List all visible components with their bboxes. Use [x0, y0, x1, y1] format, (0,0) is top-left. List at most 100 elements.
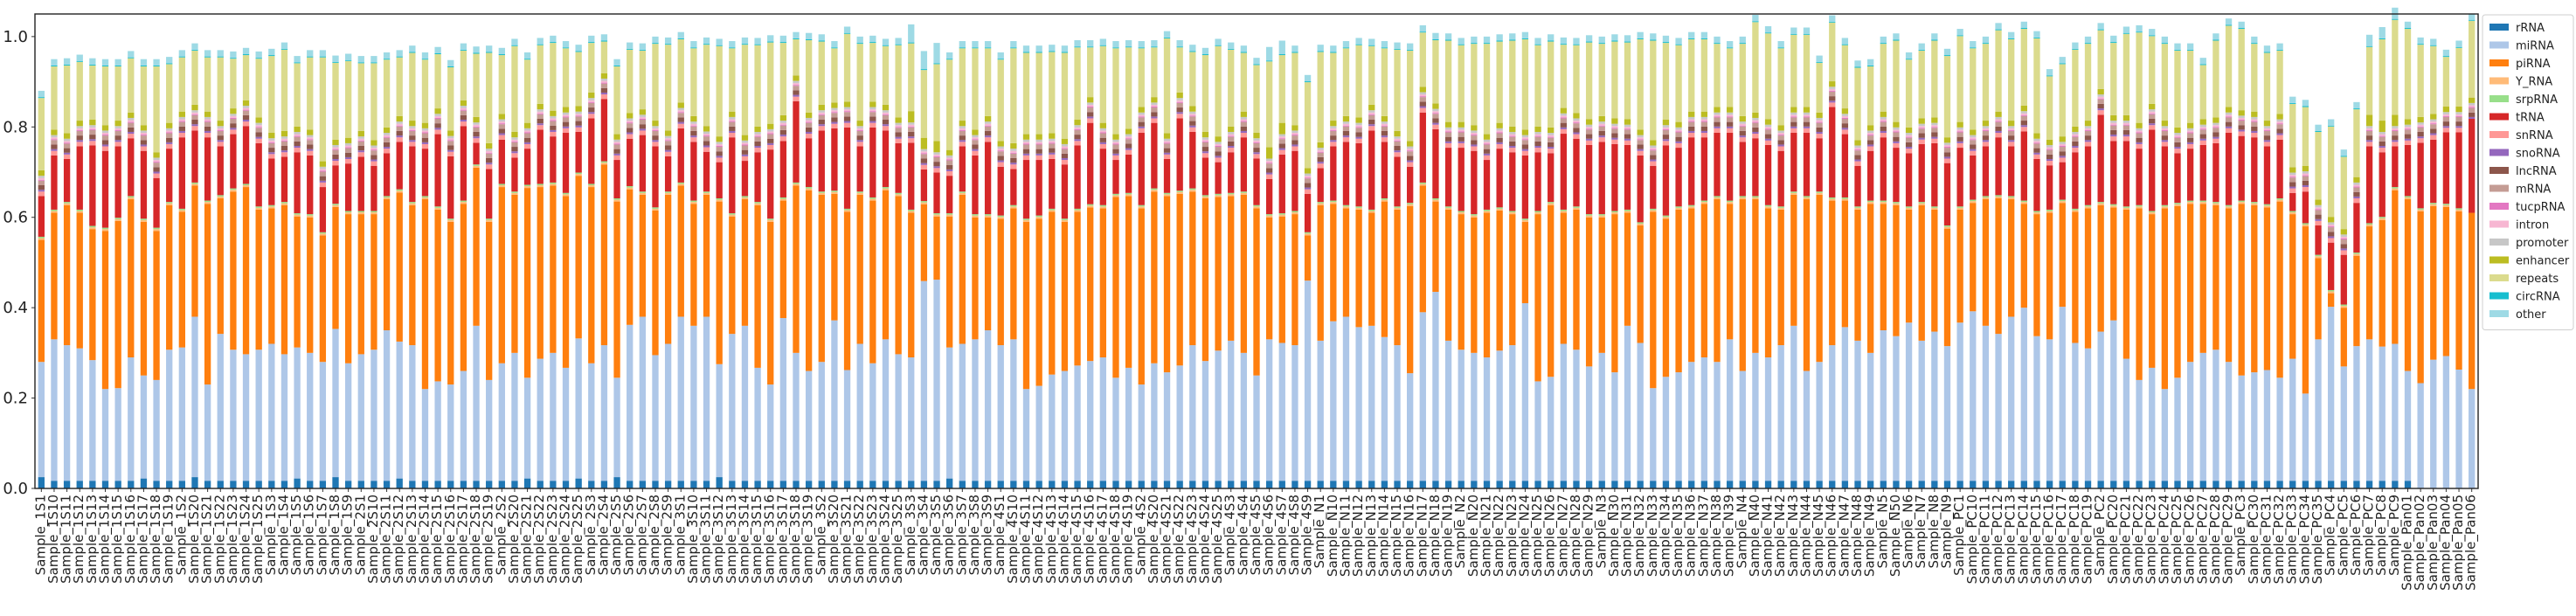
bar-segment-snoRNA: [2020, 125, 2027, 128]
bar-segment-intron: [204, 119, 211, 121]
bar-segment-snoRNA: [357, 150, 364, 153]
bar-segment-repeats: [1240, 52, 1248, 112]
bar-segment-tRNA: [2136, 149, 2143, 205]
bar-segment-rRNA: [486, 481, 493, 488]
bar-segment-srpRNA: [754, 202, 761, 204]
bar-segment-repeats: [319, 57, 327, 162]
bar-segment-other: [1548, 34, 1555, 41]
bar-segment-srpRNA: [1368, 209, 1375, 211]
bar-segment-mRNA: [1074, 129, 1081, 135]
x-tick-label: Sample_4S14: [1056, 495, 1072, 584]
bar-segment-tucpRNA: [2199, 128, 2206, 130]
bar-segment-snRNA: [1970, 150, 1977, 156]
bar-segment-piRNA: [2353, 255, 2360, 347]
bar-segment-snRNA: [1471, 146, 1478, 151]
bar-segment-rRNA: [1496, 481, 1503, 488]
bar-segment-repeats: [332, 62, 339, 140]
bar-segment-piRNA: [946, 216, 953, 348]
bar-segment-circRNA: [1151, 46, 1158, 48]
bar-stack: [344, 53, 352, 488]
bar-segment-lncRNA: [1330, 135, 1337, 141]
bar-segment-repeats: [869, 43, 876, 102]
bar-segment-other: [1394, 42, 1401, 49]
bar-segment-tRNA: [421, 149, 429, 197]
bar-segment-rRNA: [1880, 481, 1887, 488]
bar-segment-promoter: [140, 130, 148, 134]
bar-segment-snRNA: [627, 134, 634, 139]
bar-segment-repeats: [307, 57, 314, 130]
bar-segment-other: [818, 34, 825, 41]
bar-segment-tRNA: [153, 177, 160, 228]
bar-segment-mRNA: [677, 113, 684, 118]
bar-segment-piRNA: [639, 194, 646, 317]
bar-segment-miRNA: [114, 388, 121, 481]
bar-segment-rRNA: [2263, 481, 2271, 488]
bar-stack: [2442, 49, 2450, 488]
bar-segment-repeats: [2174, 50, 2181, 128]
bar-segment-intron: [2455, 114, 2462, 116]
bar-segment-repeats: [1125, 47, 1132, 129]
bar-stack: [242, 47, 250, 488]
bar-segment-mRNA: [1215, 147, 1222, 152]
bar-segment-enhancer: [1304, 168, 1312, 174]
bar-segment-circRNA: [972, 47, 979, 49]
bar-segment-Y_RNA: [2238, 202, 2245, 204]
y-tick-label: 0.0: [3, 480, 28, 498]
bar-segment-repeats: [805, 39, 813, 113]
bar-segment-srpRNA: [1419, 182, 1426, 184]
bar-segment-miRNA: [677, 316, 684, 481]
bar-segment-miRNA: [1381, 336, 1388, 481]
bar-segment-enhancer: [690, 115, 697, 122]
bar-segment-promoter: [793, 80, 800, 84]
bar-segment-tRNA: [1278, 154, 1285, 214]
bar-segment-snoRNA: [1125, 148, 1132, 150]
bar-segment-piRNA: [140, 221, 148, 376]
x-tick-label: Sample_3S13: [724, 495, 740, 584]
bar-segment-piRNA: [2404, 199, 2412, 371]
bar-segment-srpRNA: [716, 197, 723, 200]
bar-segment-tRNA: [933, 172, 940, 214]
bar-segment-enhancer: [1816, 112, 1823, 118]
bar-segment-piRNA: [1611, 214, 1618, 373]
bar-segment-rRNA: [1726, 481, 1734, 488]
bar-segment-snoRNA: [2340, 248, 2347, 251]
bar-segment-piRNA: [51, 212, 58, 340]
bar-segment-repeats: [153, 66, 160, 153]
bar-segment-circRNA: [89, 64, 96, 66]
bar-segment-snoRNA: [1534, 146, 1541, 149]
bar-segment-snRNA: [204, 133, 211, 138]
bar-segment-Y_RNA: [1458, 212, 1465, 215]
bar-segment-tRNA: [1560, 134, 1567, 210]
bar-segment-other: [191, 43, 198, 50]
bar-segment-piRNA: [2263, 207, 2271, 370]
bar-segment-circRNA: [128, 57, 135, 59]
bar-segment-srpRNA: [63, 202, 71, 204]
bar-segment-intron: [664, 138, 672, 141]
bar-segment-tucpRNA: [703, 135, 710, 137]
bar-segment-Y_RNA: [2046, 211, 2053, 213]
bar-segment-intron: [793, 83, 800, 86]
bar-segment-tucpRNA: [639, 118, 646, 121]
bar-segment-lncRNA: [114, 135, 121, 141]
bar-segment-tucpRNA: [2046, 149, 2053, 150]
bar-segment-miRNA: [1637, 343, 1644, 481]
bar-stack: [818, 34, 825, 488]
bar-segment-other: [779, 35, 787, 43]
bar-segment-mRNA: [1022, 144, 1030, 149]
bar-segment-lncRNA: [370, 155, 377, 160]
bar-segment-Y_RNA: [1112, 195, 1119, 197]
bar-segment-circRNA: [2430, 45, 2437, 46]
bar-segment-promoter: [2161, 126, 2169, 128]
bar-segment-circRNA: [268, 55, 275, 57]
bar-segment-Y_RNA: [1803, 197, 1811, 200]
bar-segment-mRNA: [1317, 152, 1324, 157]
bar-segment-snRNA: [1726, 128, 1734, 134]
bar-segment-tRNA: [895, 142, 902, 193]
bar-segment-mRNA: [255, 128, 262, 133]
bar-segment-mRNA: [2238, 121, 2245, 126]
bar-segment-tRNA: [2430, 139, 2437, 204]
bar-segment-piRNA: [1739, 199, 1746, 371]
bar-segment-Y_RNA: [1483, 211, 1491, 213]
bar-segment-srpRNA: [895, 192, 902, 195]
bar-segment-rRNA: [523, 478, 531, 488]
